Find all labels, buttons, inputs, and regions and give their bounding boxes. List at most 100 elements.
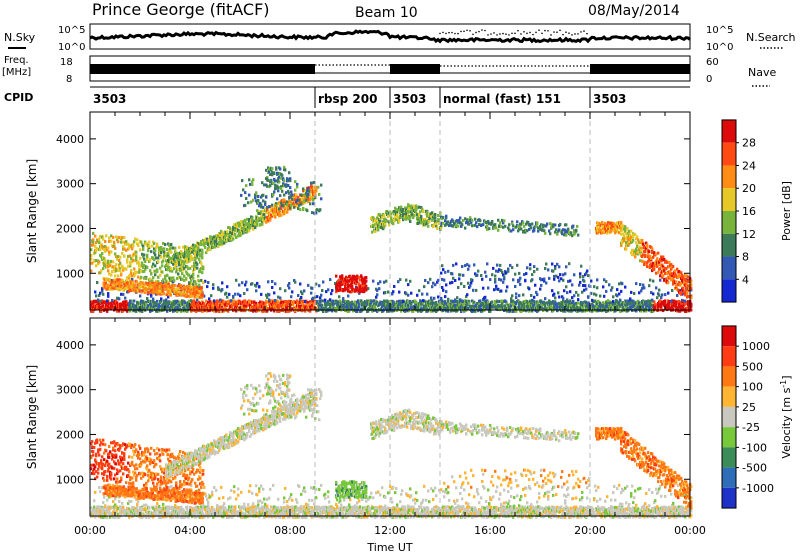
nsearch-dot bbox=[493, 32, 495, 34]
data-cell bbox=[114, 247, 116, 250]
data-cell bbox=[642, 284, 644, 287]
data-cell bbox=[321, 304, 323, 307]
data-cell bbox=[138, 262, 140, 265]
data-cell bbox=[183, 262, 185, 265]
data-cell bbox=[256, 209, 258, 212]
nsearch-dot bbox=[487, 34, 489, 36]
data-cell bbox=[131, 247, 133, 250]
data-cell bbox=[288, 287, 290, 290]
nsky-line bbox=[90, 31, 690, 41]
data-cell bbox=[615, 299, 617, 302]
data-cell bbox=[402, 300, 404, 303]
data-cell bbox=[208, 297, 210, 300]
data-cell bbox=[318, 193, 320, 196]
data-cell bbox=[311, 287, 313, 290]
data-cell bbox=[611, 286, 613, 289]
nsearch-dot bbox=[475, 32, 477, 34]
data-cell bbox=[150, 250, 152, 253]
data-cell bbox=[92, 241, 94, 244]
data-cell bbox=[573, 294, 575, 297]
data-cell bbox=[616, 288, 618, 291]
data-cell bbox=[98, 261, 100, 264]
data-cell bbox=[135, 251, 137, 254]
data-cell bbox=[393, 285, 395, 288]
data-cell bbox=[495, 285, 497, 288]
data-cell bbox=[192, 257, 194, 260]
nsearch-dot bbox=[439, 33, 441, 35]
data-cell bbox=[212, 283, 214, 286]
data-cell bbox=[515, 296, 517, 299]
data-cell bbox=[651, 299, 653, 302]
data-cell bbox=[365, 280, 367, 283]
data-cell bbox=[202, 293, 204, 296]
data-cell bbox=[152, 276, 154, 279]
data-cell bbox=[196, 299, 198, 302]
data-cell bbox=[294, 180, 296, 183]
data-cell bbox=[163, 292, 165, 295]
data-cell bbox=[160, 256, 162, 259]
data-cell bbox=[579, 281, 581, 284]
data-cell bbox=[166, 274, 168, 277]
data-cell bbox=[633, 292, 635, 295]
data-cell bbox=[118, 297, 120, 300]
data-cell bbox=[487, 287, 489, 290]
data-cell bbox=[258, 285, 260, 288]
data-cell bbox=[257, 195, 259, 198]
data-cell bbox=[320, 197, 322, 200]
data-cell bbox=[303, 289, 305, 292]
data-cell bbox=[255, 191, 257, 194]
data-cell bbox=[289, 206, 291, 209]
data-cell bbox=[118, 259, 120, 262]
data-cell bbox=[105, 234, 107, 237]
data-cell bbox=[304, 300, 306, 303]
data-cell bbox=[180, 284, 182, 287]
data-cell bbox=[174, 247, 176, 250]
data-cell bbox=[154, 264, 156, 267]
nsearch-dot bbox=[520, 33, 522, 35]
data-cell bbox=[320, 184, 322, 187]
data-cell bbox=[132, 245, 134, 248]
freq-trace bbox=[90, 64, 690, 74]
data-cell bbox=[421, 293, 423, 296]
data-cell bbox=[152, 298, 154, 301]
nave-label: Nave bbox=[748, 66, 776, 79]
nsearch-dot bbox=[484, 30, 486, 32]
data-cell bbox=[399, 278, 401, 281]
data-cell bbox=[620, 290, 622, 293]
data-cell bbox=[635, 282, 637, 285]
data-cell bbox=[297, 294, 299, 297]
data-cell bbox=[387, 291, 389, 294]
nsearch-dot bbox=[508, 34, 510, 36]
data-cell bbox=[660, 296, 662, 299]
nsearch-dot bbox=[526, 33, 528, 35]
data-cell bbox=[117, 240, 119, 243]
data-cell bbox=[201, 249, 203, 252]
data-cell bbox=[141, 261, 143, 264]
data-cell bbox=[378, 287, 380, 290]
data-cell bbox=[456, 296, 458, 299]
data-cell bbox=[204, 246, 206, 249]
data-cell bbox=[161, 271, 163, 274]
data-cell bbox=[335, 275, 337, 278]
beam-title: Beam 10 bbox=[355, 5, 418, 21]
nsearch-dot bbox=[463, 31, 465, 33]
data-cell bbox=[183, 275, 185, 278]
data-cell bbox=[384, 291, 386, 294]
data-cell bbox=[528, 287, 530, 290]
data-cell bbox=[221, 281, 223, 284]
data-cell bbox=[213, 299, 215, 302]
data-cell bbox=[655, 286, 657, 289]
data-cell bbox=[210, 294, 212, 297]
nsearch-dot bbox=[451, 32, 453, 34]
data-cell bbox=[291, 290, 293, 293]
nsearch-dot bbox=[442, 32, 444, 34]
nsky-trace bbox=[90, 29, 690, 41]
data-cell bbox=[154, 273, 156, 276]
cpid-segment-label: rbsp 200 bbox=[318, 92, 377, 106]
nsearch-dot bbox=[496, 34, 498, 36]
data-cell bbox=[565, 285, 567, 288]
data-cell bbox=[518, 294, 520, 297]
data-cell bbox=[494, 281, 496, 284]
data-cell bbox=[240, 194, 242, 197]
